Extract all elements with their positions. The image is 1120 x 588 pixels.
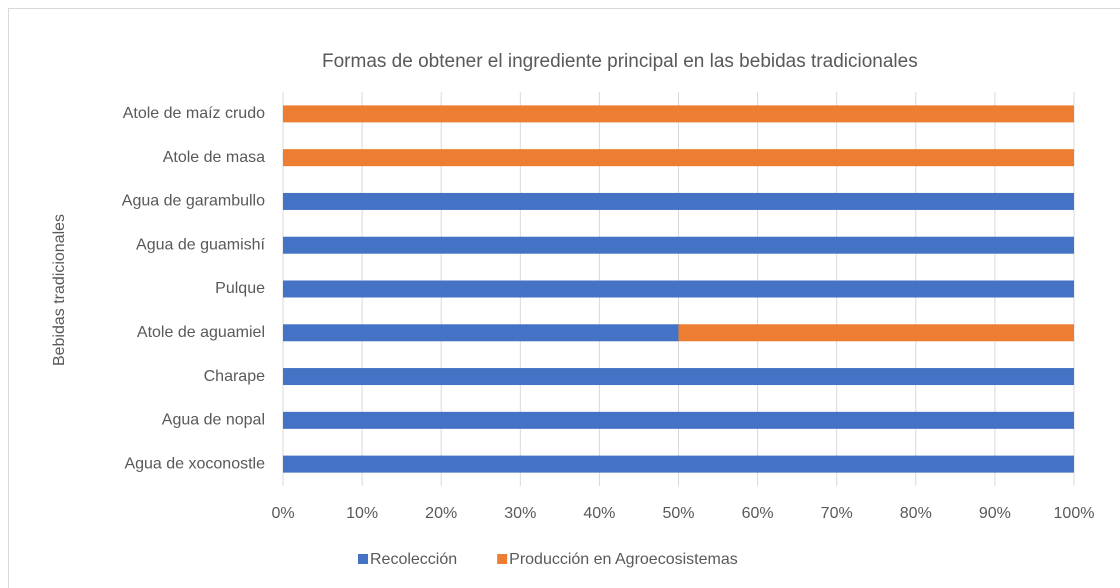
y-tick-label: Agua de garambullo <box>122 193 265 210</box>
x-tick-label: 0% <box>271 505 294 522</box>
x-tick-label: 10% <box>346 505 378 522</box>
bar-segment <box>283 324 679 342</box>
y-tick-label: Atole de masa <box>163 149 265 166</box>
y-tick-label: Atole de maíz crudo <box>123 105 265 122</box>
y-tick-label: Pulque <box>215 280 265 297</box>
y-tick-label: Agua de xoconostle <box>124 455 265 472</box>
x-tick-label: 70% <box>821 505 853 522</box>
x-tick-label: 60% <box>742 505 774 522</box>
bar-segment <box>678 324 1074 342</box>
bar-segment <box>283 105 1074 123</box>
bar-segment <box>283 455 1074 473</box>
y-tick-label: Charape <box>204 368 265 385</box>
x-tick-label: 90% <box>979 505 1011 522</box>
legend-swatch <box>358 554 368 564</box>
x-tick-label: 40% <box>583 505 615 522</box>
x-tick-label: 30% <box>504 505 536 522</box>
bar-segment <box>283 192 1074 210</box>
bar-segment <box>283 236 1074 254</box>
y-tick-label: Agua de nopal <box>162 412 265 429</box>
bar-segment <box>283 149 1074 167</box>
x-tick-label: 80% <box>900 505 932 522</box>
y-axis-label: Bebidas tradicionales <box>51 214 68 366</box>
legend-swatch <box>497 554 508 564</box>
y-tick-label: Atole de aguamiel <box>137 324 265 341</box>
x-tick-label: 20% <box>425 505 457 522</box>
legend-label: Recolección <box>370 551 457 568</box>
legend-label: Producción en Agroecosistemas <box>509 551 738 568</box>
chart-frame <box>8 8 1120 588</box>
bar-segment <box>283 411 1074 429</box>
bar-segment <box>283 368 1074 386</box>
bar-segment <box>283 280 1074 298</box>
x-tick-label: 50% <box>662 505 694 522</box>
x-tick-label: 100% <box>1054 505 1095 522</box>
y-tick-label: Agua de guamishí <box>136 236 266 253</box>
chart-title: Formas de obtener el ingrediente princip… <box>322 51 918 72</box>
